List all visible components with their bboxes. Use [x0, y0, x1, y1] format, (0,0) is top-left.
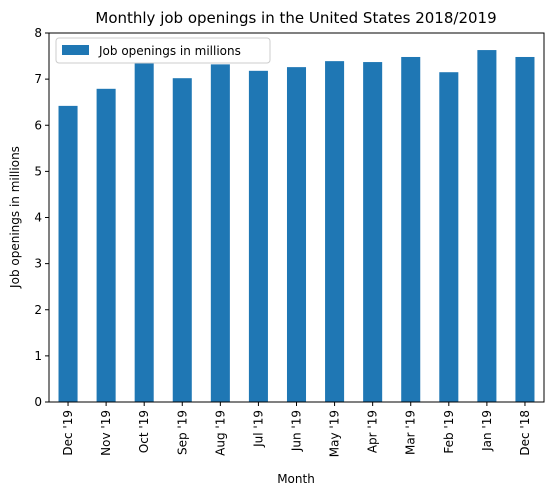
bar [58, 105, 78, 402]
y-tick-label: 1 [34, 349, 42, 363]
x-tick-label: Oct '19 [137, 410, 151, 453]
x-tick-label: Jul '19 [251, 410, 265, 448]
plot-frame [48, 32, 545, 403]
y-axis-label: Job openings in millions [8, 146, 22, 289]
x-tick-label: Jun '19 [290, 410, 304, 452]
legend-entry: Job openings in millions [98, 44, 241, 58]
y-tick-label: 2 [34, 303, 42, 317]
bar [248, 70, 268, 402]
bar [477, 50, 497, 402]
bar [96, 88, 116, 402]
x-tick-label: Feb '19 [442, 410, 456, 454]
y-tick-label: 8 [34, 26, 42, 40]
x-tick-label: Jan '19 [480, 410, 494, 452]
x-tick-label: Dec '18 [518, 410, 532, 456]
chart-title: Monthly job openings in the United State… [95, 9, 496, 27]
x-tick-label: Aug '19 [213, 410, 227, 456]
bar [401, 56, 421, 402]
y-tick-label: 6 [34, 118, 42, 132]
y-tick-label: 4 [34, 211, 42, 225]
bar-series [58, 50, 535, 403]
x-tick-label: May '19 [328, 410, 342, 457]
bar [515, 56, 535, 402]
x-tick-label: Mar '19 [404, 410, 418, 455]
bar [210, 64, 230, 403]
y-tick-label: 0 [34, 395, 42, 409]
y-tick-label: 3 [34, 257, 42, 271]
bar [172, 78, 192, 402]
y-tick-label: 7 [34, 72, 42, 86]
x-axis: Dec '19 Nov '19 Oct '19 Sep '19 Aug '19 Jul '… [61, 402, 532, 457]
bar [286, 67, 307, 402]
legend-swatch [62, 45, 89, 55]
bar [439, 72, 459, 403]
bar [325, 61, 345, 402]
x-tick-label: Dec '19 [61, 410, 75, 456]
y-tick-label: 5 [34, 164, 42, 178]
y-axis: 0 1 2 3 4 5 6 7 8 [34, 26, 49, 409]
bar [363, 62, 383, 403]
x-tick-label: Apr '19 [366, 410, 380, 453]
x-tick-label: Nov '19 [99, 410, 113, 456]
x-axis-label: Month [277, 472, 315, 486]
legend: Job openings in millions [55, 37, 271, 64]
bar [134, 62, 154, 403]
legend-box [55, 37, 271, 64]
x-tick-label: Sep '19 [175, 410, 189, 455]
